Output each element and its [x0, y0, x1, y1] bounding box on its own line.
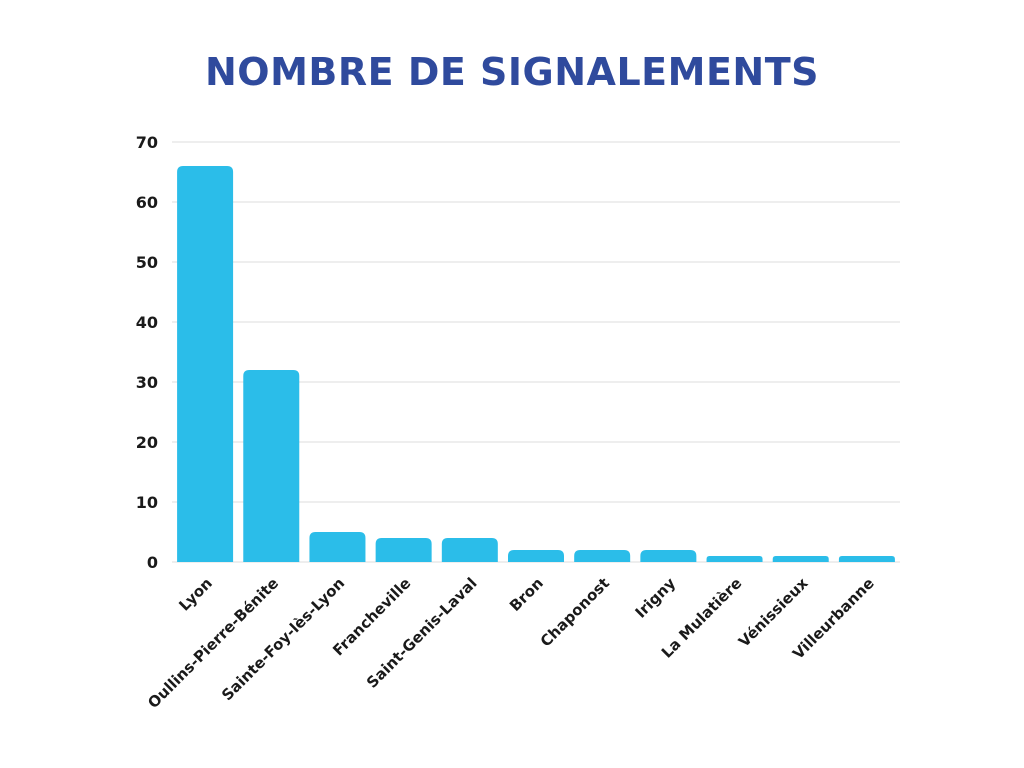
y-axis-ticks: 0 10 20 30 40 50 60 70: [136, 133, 158, 572]
bar: [243, 370, 300, 562]
bar: [309, 532, 366, 562]
chart-title: NOMBRE DE SIGNALEMENTS: [204, 50, 819, 94]
bar: [508, 550, 564, 562]
x-tick-label: Chaponost: [537, 574, 613, 650]
bar: [574, 550, 631, 562]
x-tick-label: Sainte-Foy-lès-Lyon: [218, 574, 348, 704]
bar: [706, 556, 763, 562]
bar: [838, 556, 895, 562]
bar: [177, 166, 234, 562]
y-tick-label: 50: [136, 253, 158, 272]
bar: [375, 538, 432, 562]
x-tick-label: Bron: [506, 574, 547, 615]
bar: [640, 550, 697, 562]
x-tick-label: Lyon: [175, 574, 216, 615]
y-tick-label: 20: [136, 433, 158, 452]
y-tick-label: 30: [136, 373, 158, 392]
y-tick-label: 40: [136, 313, 158, 332]
x-tick-label: Saint-Genis-Laval: [363, 574, 481, 692]
y-tick-label: 10: [136, 493, 158, 512]
x-axis-ticks: LyonOullins-Pierre-BéniteSainte-Foy-lès-…: [144, 574, 878, 712]
y-tick-label: 0: [147, 553, 158, 572]
bar: [441, 538, 498, 562]
y-tick-label: 60: [136, 193, 158, 212]
bar: [772, 556, 829, 562]
x-tick-label: Oullins-Pierre-Bénite: [144, 574, 282, 712]
bars: [177, 166, 895, 562]
y-tick-label: 70: [136, 133, 158, 152]
x-tick-label: Irigny: [632, 574, 680, 622]
